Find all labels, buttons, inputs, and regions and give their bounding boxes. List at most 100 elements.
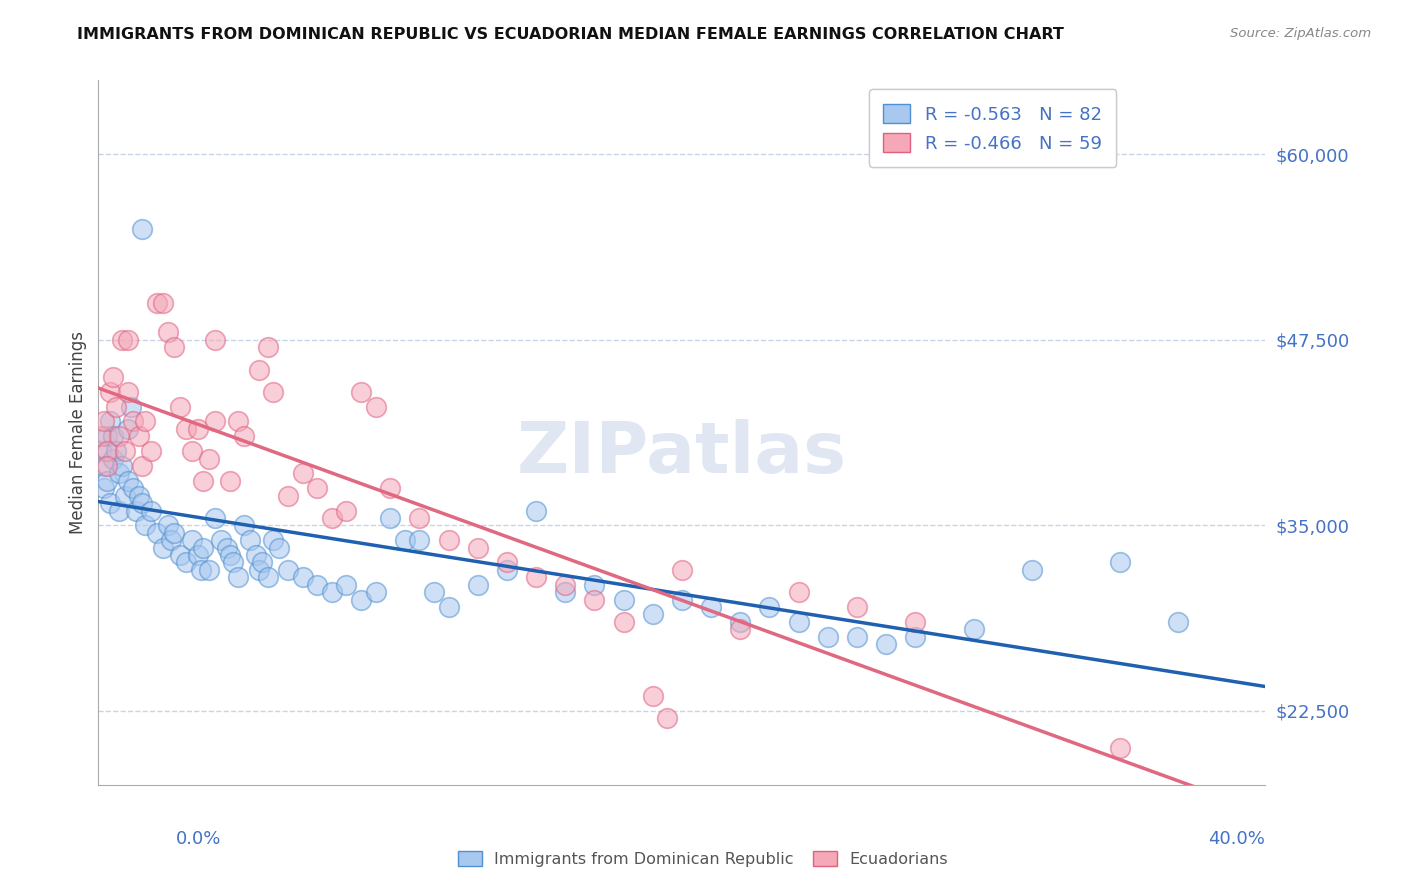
Point bbox=[612, 592, 634, 607]
Point bbox=[218, 474, 240, 488]
Point bbox=[641, 689, 664, 703]
Point bbox=[245, 548, 267, 562]
Point bbox=[335, 503, 357, 517]
Point bbox=[321, 585, 343, 599]
Point bbox=[228, 570, 250, 584]
Point bbox=[787, 585, 810, 599]
Point bbox=[233, 429, 256, 443]
Point bbox=[641, 607, 664, 622]
Point bbox=[187, 422, 209, 436]
Point bbox=[291, 570, 314, 584]
Point bbox=[139, 444, 162, 458]
Point bbox=[117, 474, 139, 488]
Point bbox=[467, 577, 489, 591]
Point bbox=[247, 362, 270, 376]
Point bbox=[256, 570, 278, 584]
Point bbox=[209, 533, 232, 548]
Point bbox=[169, 400, 191, 414]
Point bbox=[1167, 615, 1189, 629]
Point bbox=[125, 503, 148, 517]
Point bbox=[108, 467, 131, 481]
Point bbox=[90, 429, 112, 443]
Point bbox=[218, 548, 240, 562]
Point bbox=[157, 518, 180, 533]
Point bbox=[96, 474, 118, 488]
Point bbox=[131, 221, 153, 235]
Point bbox=[96, 444, 118, 458]
Point bbox=[846, 630, 869, 644]
Point bbox=[269, 541, 291, 555]
Legend: Immigrants from Dominican Republic, Ecuadorians: Immigrants from Dominican Republic, Ecua… bbox=[450, 844, 956, 875]
Point bbox=[111, 333, 134, 347]
Point bbox=[187, 548, 209, 562]
Point bbox=[233, 518, 256, 533]
Point bbox=[98, 384, 121, 399]
Point bbox=[152, 541, 174, 555]
Point bbox=[277, 563, 299, 577]
Point bbox=[875, 637, 897, 651]
Point bbox=[215, 541, 238, 555]
Y-axis label: Median Female Earnings: Median Female Earnings bbox=[69, 331, 87, 534]
Point bbox=[198, 563, 221, 577]
Point bbox=[496, 563, 519, 577]
Point bbox=[152, 295, 174, 310]
Point bbox=[408, 533, 430, 548]
Point bbox=[228, 415, 250, 429]
Point bbox=[96, 429, 118, 443]
Point bbox=[321, 511, 343, 525]
Point bbox=[134, 518, 156, 533]
Point bbox=[169, 548, 191, 562]
Point bbox=[146, 295, 169, 310]
Point bbox=[163, 525, 186, 540]
Point bbox=[467, 541, 489, 555]
Point bbox=[134, 415, 156, 429]
Point bbox=[437, 599, 460, 614]
Point bbox=[93, 415, 115, 429]
Point bbox=[350, 592, 373, 607]
Point bbox=[146, 525, 169, 540]
Point bbox=[93, 481, 115, 495]
Point bbox=[904, 615, 927, 629]
Point bbox=[700, 599, 723, 614]
Point bbox=[554, 577, 576, 591]
Point bbox=[104, 400, 127, 414]
Point bbox=[364, 585, 387, 599]
Text: IMMIGRANTS FROM DOMINICAN REPUBLIC VS ECUADORIAN MEDIAN FEMALE EARNINGS CORRELAT: IMMIGRANTS FROM DOMINICAN REPUBLIC VS EC… bbox=[77, 27, 1064, 42]
Point bbox=[962, 622, 984, 636]
Point bbox=[380, 511, 402, 525]
Point bbox=[277, 489, 299, 503]
Point bbox=[174, 422, 197, 436]
Point bbox=[93, 458, 115, 473]
Point bbox=[817, 630, 839, 644]
Point bbox=[198, 451, 221, 466]
Text: 0.0%: 0.0% bbox=[176, 830, 221, 847]
Point bbox=[221, 556, 243, 570]
Text: 40.0%: 40.0% bbox=[1209, 830, 1265, 847]
Point bbox=[671, 592, 693, 607]
Point bbox=[496, 556, 519, 570]
Point bbox=[131, 458, 153, 473]
Point bbox=[204, 511, 226, 525]
Point bbox=[139, 503, 162, 517]
Point bbox=[157, 326, 180, 340]
Point bbox=[730, 622, 752, 636]
Point bbox=[758, 599, 780, 614]
Point bbox=[524, 503, 547, 517]
Point bbox=[117, 384, 139, 399]
Point bbox=[108, 503, 131, 517]
Point bbox=[101, 429, 124, 443]
Point bbox=[846, 599, 869, 614]
Point bbox=[117, 422, 139, 436]
Point bbox=[204, 415, 226, 429]
Point bbox=[204, 333, 226, 347]
Point bbox=[350, 384, 373, 399]
Point bbox=[193, 541, 215, 555]
Point bbox=[307, 577, 329, 591]
Text: Source: ZipAtlas.com: Source: ZipAtlas.com bbox=[1230, 27, 1371, 40]
Point bbox=[98, 496, 121, 510]
Point bbox=[117, 333, 139, 347]
Point bbox=[307, 481, 329, 495]
Point bbox=[111, 458, 134, 473]
Point bbox=[612, 615, 634, 629]
Point bbox=[583, 592, 606, 607]
